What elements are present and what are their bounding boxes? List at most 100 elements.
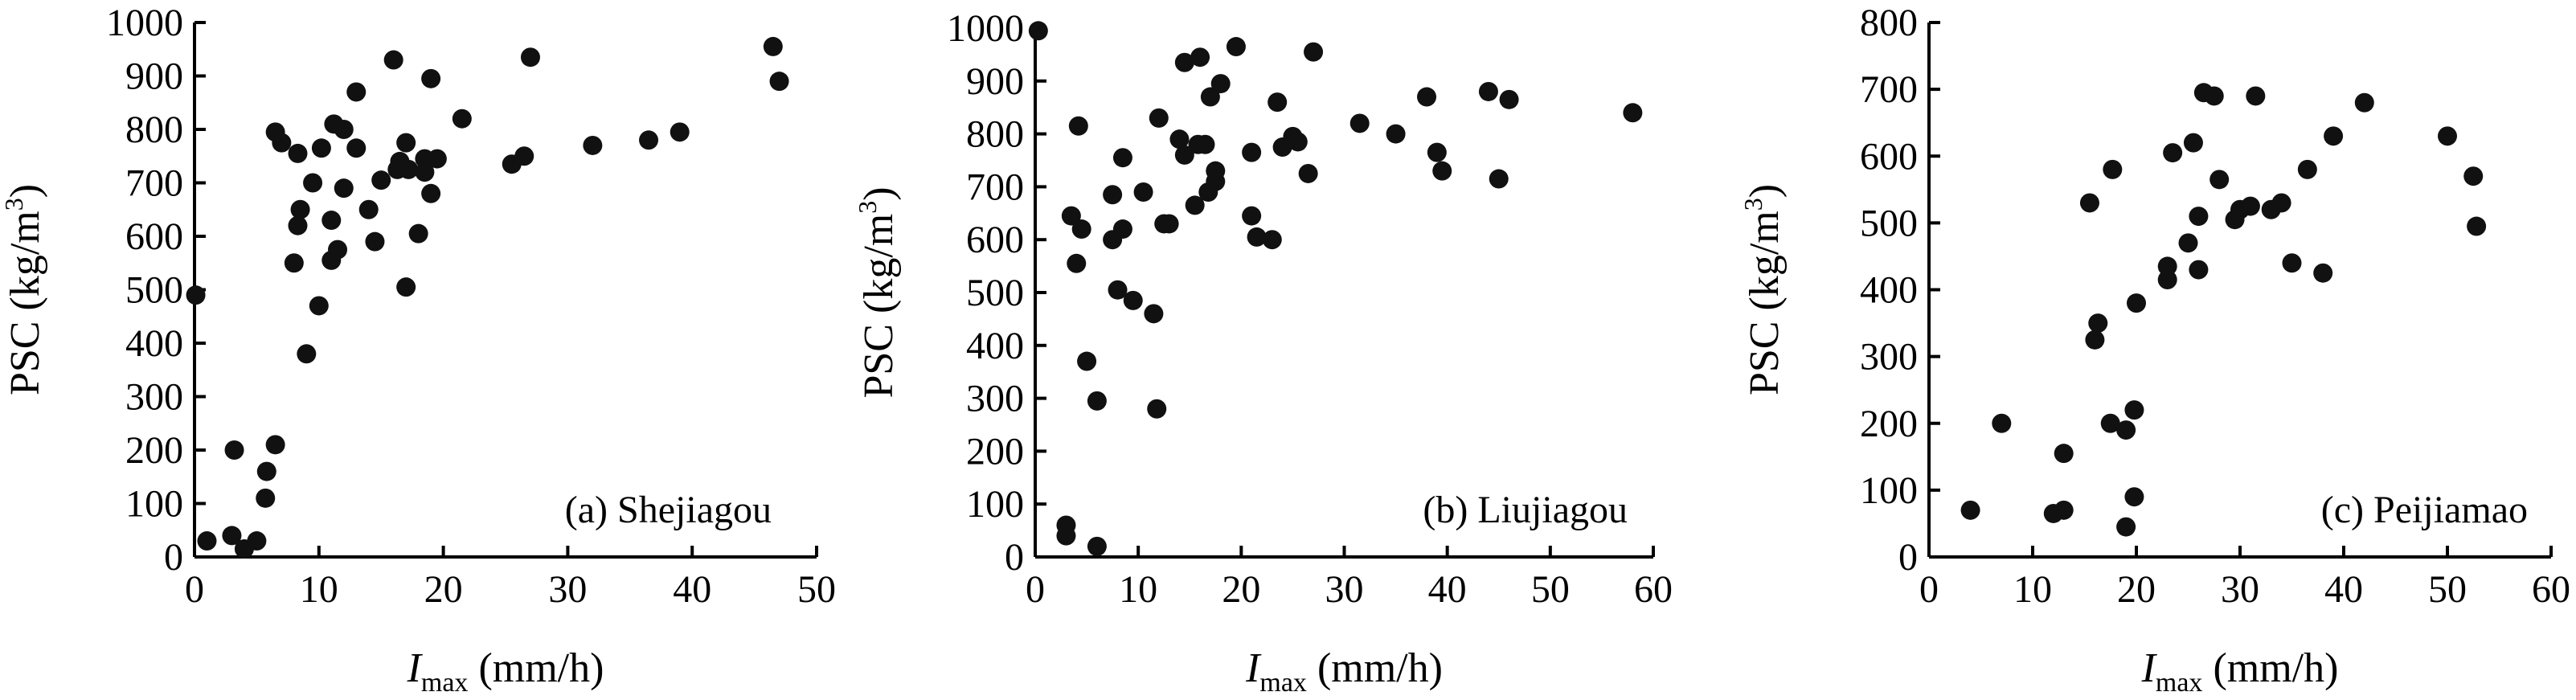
data-point bbox=[769, 72, 789, 92]
y-tick-label: 400 bbox=[966, 325, 1024, 367]
data-point bbox=[2124, 487, 2144, 507]
x-tick-label: 20 bbox=[424, 568, 463, 611]
data-point bbox=[224, 440, 244, 460]
y-tick-label: 800 bbox=[125, 108, 183, 151]
y-tick-label: 100 bbox=[125, 483, 183, 526]
data-point bbox=[1087, 536, 1107, 556]
data-point bbox=[1149, 108, 1169, 128]
data-point bbox=[2079, 193, 2099, 213]
y-tick-label: 700 bbox=[966, 166, 1024, 208]
x-tick-label: 40 bbox=[1428, 568, 1467, 611]
data-point bbox=[2054, 500, 2074, 520]
y-tick-label: 0 bbox=[1005, 536, 1024, 579]
data-point bbox=[421, 183, 441, 203]
y-tick-label: 800 bbox=[1860, 2, 1918, 44]
data-point bbox=[334, 178, 354, 199]
data-point bbox=[1288, 132, 1308, 152]
y-axis-label: PSC (kg/m3) bbox=[1738, 184, 1788, 395]
y-tick-label: 200 bbox=[966, 430, 1024, 473]
data-point bbox=[1112, 148, 1132, 168]
data-point bbox=[1427, 142, 1447, 162]
data-point bbox=[371, 170, 391, 190]
data-point bbox=[763, 36, 783, 56]
x-tick-label: 20 bbox=[1222, 568, 1260, 611]
data-point bbox=[1960, 500, 1980, 520]
data-point bbox=[670, 122, 690, 142]
data-point bbox=[321, 211, 342, 231]
y-tick-label: 200 bbox=[1860, 403, 1918, 445]
y-tick-label: 400 bbox=[1860, 269, 1918, 312]
data-point bbox=[396, 133, 416, 153]
x-tick-label: 50 bbox=[2428, 568, 2467, 611]
data-point bbox=[1432, 161, 1452, 181]
data-point bbox=[247, 531, 267, 551]
data-point bbox=[2127, 293, 2146, 313]
data-point bbox=[288, 215, 308, 235]
x-tick-label: 60 bbox=[2532, 568, 2570, 611]
y-axis-label: PSC (kg/m3) bbox=[853, 186, 902, 398]
data-point bbox=[2183, 133, 2203, 153]
data-point bbox=[1133, 182, 1153, 202]
data-point bbox=[297, 344, 317, 364]
data-point bbox=[265, 435, 285, 455]
x-tick-label: 0 bbox=[1919, 568, 1939, 611]
y-tick-label: 0 bbox=[1898, 536, 1918, 579]
y-tick-label: 0 bbox=[164, 536, 183, 579]
data-point bbox=[514, 146, 534, 166]
data-point bbox=[256, 488, 276, 508]
data-point bbox=[288, 143, 308, 163]
data-point bbox=[1185, 195, 1205, 215]
data-point bbox=[2209, 170, 2230, 190]
x-tick-label: 10 bbox=[1119, 568, 1157, 611]
data-point bbox=[2103, 159, 2123, 179]
x-tick-label: 20 bbox=[2117, 568, 2156, 611]
data-point bbox=[1068, 116, 1088, 136]
data-point bbox=[1262, 230, 1282, 250]
data-point bbox=[1061, 206, 1081, 226]
y-tick-label: 500 bbox=[1860, 202, 1918, 244]
data-point bbox=[383, 50, 403, 70]
data-point bbox=[311, 138, 331, 158]
x-tick-label: 30 bbox=[1325, 568, 1364, 611]
data-point bbox=[1268, 92, 1288, 113]
data-point bbox=[399, 159, 419, 179]
data-point bbox=[2088, 313, 2108, 334]
data-point bbox=[1206, 171, 1226, 191]
data-point bbox=[1112, 219, 1132, 239]
x-tick-label: 40 bbox=[2324, 568, 2363, 611]
data-point bbox=[290, 199, 310, 219]
data-point bbox=[520, 47, 540, 68]
data-point bbox=[2189, 260, 2209, 280]
y-tick-label: 300 bbox=[966, 378, 1024, 420]
data-point bbox=[1623, 103, 1643, 123]
data-point bbox=[2116, 517, 2136, 537]
data-point bbox=[1190, 47, 1210, 68]
data-point bbox=[1144, 304, 1164, 324]
data-point bbox=[1123, 290, 1143, 310]
data-point bbox=[2189, 207, 2209, 227]
data-point bbox=[303, 173, 323, 193]
data-point bbox=[1210, 74, 1231, 94]
data-point bbox=[2297, 159, 2317, 179]
data-point bbox=[222, 526, 242, 546]
data-point bbox=[1247, 227, 1267, 247]
data-point bbox=[2204, 86, 2224, 106]
data-point bbox=[1298, 163, 1318, 183]
data-point bbox=[2463, 166, 2484, 186]
y-tick-label: 1000 bbox=[947, 7, 1024, 50]
data-point bbox=[2282, 253, 2302, 273]
data-point bbox=[328, 239, 348, 260]
y-tick-label: 600 bbox=[1860, 135, 1918, 178]
data-point bbox=[2354, 92, 2374, 113]
data-point bbox=[1992, 413, 2012, 433]
data-point bbox=[1174, 145, 1194, 165]
data-point bbox=[1489, 169, 1509, 189]
panel-label: (a) Shejiagou bbox=[565, 489, 772, 531]
data-point bbox=[2100, 413, 2120, 433]
data-point bbox=[2163, 143, 2183, 163]
data-point bbox=[2157, 256, 2177, 276]
data-point bbox=[346, 82, 367, 102]
